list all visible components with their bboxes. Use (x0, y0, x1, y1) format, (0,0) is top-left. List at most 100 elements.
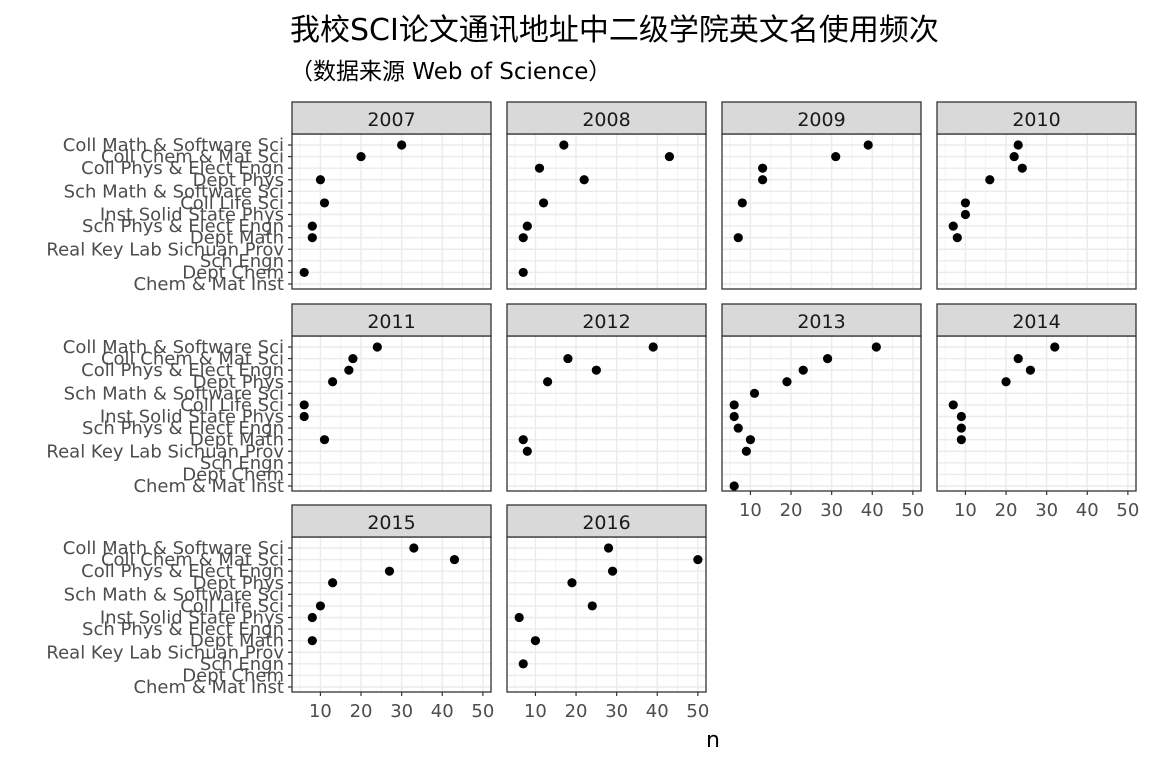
y-tick-label: Dept Math (190, 228, 284, 249)
y-tick-label: Coll Chem & Mat Sci (101, 550, 284, 571)
data-point (518, 233, 528, 243)
strip-background (936, 303, 1137, 337)
panel-background (292, 336, 491, 491)
strip-background (721, 303, 922, 337)
x-tick-label: 20 (995, 500, 1018, 521)
data-point (356, 151, 366, 162)
data-point (319, 435, 330, 445)
x-tick-label: 10 (954, 500, 977, 521)
data-point (729, 481, 739, 491)
strip-label: 2008 (582, 109, 630, 131)
data-point (960, 209, 971, 220)
data-point (693, 554, 703, 565)
x-tick-label: 40 (1076, 500, 1099, 521)
facet-panel-2014: 2014 10 20 30 40 50 (936, 303, 1139, 521)
data-point (307, 636, 317, 646)
y-tick-label: Inst Solid State Phys (100, 608, 284, 629)
panel-background (292, 134, 491, 289)
data-point (733, 423, 743, 433)
data-point (514, 612, 524, 623)
facet-panel-2016: 2016 10 20 30 40 50 (506, 504, 709, 722)
data-point (518, 435, 528, 445)
y-tick-label: Dept Math (190, 430, 284, 451)
x-tick-label: 10 (309, 701, 332, 722)
data-point (733, 233, 743, 243)
data-point (567, 578, 577, 588)
chart-title: 我校SCI论文通讯地址中二级学院英文名使用频次 (290, 13, 939, 48)
y-tick-label: Dept Chem (182, 665, 284, 686)
y-tick-label: Dept Chem (182, 464, 284, 485)
panel-background (507, 336, 706, 491)
x-tick-label: 50 (686, 701, 709, 722)
data-point (397, 140, 407, 150)
data-point (1013, 140, 1023, 150)
data-point (563, 353, 573, 364)
data-point (1025, 365, 1036, 375)
y-tick-label: Coll Phys & Elect Engn (81, 158, 284, 179)
data-point (522, 446, 532, 456)
strip-label: 2012 (582, 311, 630, 333)
panel-background (507, 537, 706, 692)
data-point (758, 175, 768, 185)
y-tick-label: Sch Phys & Elect Engn (82, 216, 284, 237)
strip-label: 2009 (797, 109, 845, 131)
strip-label: 2010 (1012, 109, 1060, 131)
strip-label: 2011 (367, 311, 415, 333)
facet-panel-2010: 2010 (936, 101, 1137, 290)
strip-background (506, 303, 707, 337)
data-point (948, 221, 958, 231)
data-point (648, 342, 658, 352)
data-point (299, 411, 309, 422)
y-tick-label: Dept Chem (182, 262, 284, 283)
x-tick-label: 50 (901, 500, 924, 521)
strip-label: 2016 (582, 512, 630, 534)
y-tick-label: Real Key Lab Sichuan Prov (46, 239, 284, 260)
y-tick-label: Sch Math & Software Sci (64, 584, 284, 605)
data-point (307, 612, 317, 623)
x-tick-label: 30 (390, 701, 413, 722)
data-point (603, 543, 614, 553)
y-tick-label: Chem & Mat Inst (133, 476, 284, 497)
y-tick-label: Chem & Mat Inst (133, 274, 284, 295)
data-point (822, 353, 833, 364)
y-tick-label: Dept Phys (193, 372, 284, 393)
y-tick-label: Sch Engn (200, 453, 284, 474)
x-tick-label: 40 (861, 500, 884, 521)
y-tick-label: Sch Engn (200, 654, 284, 675)
x-tick-label: 40 (646, 701, 669, 722)
panel-background (292, 537, 491, 692)
y-tick-label: Coll Chem & Mat Sci (101, 147, 284, 168)
data-point (328, 578, 338, 588)
y-tick-label: Sch Math & Software Sci (64, 383, 284, 404)
data-point (758, 163, 768, 173)
data-point (543, 377, 553, 387)
y-tick-label: Real Key Lab Sichuan Prov (46, 441, 284, 462)
panel-background (722, 134, 921, 289)
facet-panel-2009: 2009 (721, 101, 922, 290)
data-point (1050, 342, 1060, 352)
y-tick-label: Coll Math & Software Sci (63, 538, 284, 559)
strip-background (506, 504, 707, 538)
x-tick-label: 10 (524, 701, 547, 722)
data-point (1001, 377, 1011, 387)
strip-background (291, 101, 492, 135)
data-point (956, 435, 966, 445)
data-point (956, 423, 966, 433)
x-tick-label: 30 (1035, 500, 1058, 521)
strip-background (936, 101, 1137, 135)
strip-background (291, 303, 492, 337)
facet-panel-2008: 2008 (506, 101, 707, 290)
data-point (372, 342, 382, 352)
data-point (579, 175, 589, 185)
y-tick-label: Dept Phys (193, 170, 284, 191)
data-point (798, 365, 808, 375)
data-point (985, 175, 995, 185)
x-tick-label: 50 (471, 701, 494, 722)
data-point (664, 151, 675, 162)
strip-label: 2013 (797, 311, 845, 333)
data-point (307, 233, 317, 243)
data-point (315, 601, 326, 611)
data-point (729, 411, 739, 422)
